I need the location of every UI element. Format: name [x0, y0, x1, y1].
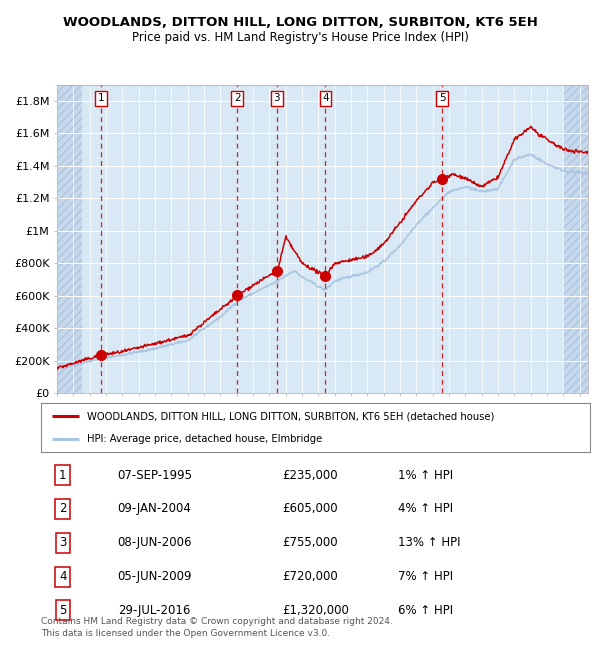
- Text: £235,000: £235,000: [283, 469, 338, 482]
- Text: Contains HM Land Registry data © Crown copyright and database right 2024.: Contains HM Land Registry data © Crown c…: [41, 617, 392, 626]
- Text: 7% ↑ HPI: 7% ↑ HPI: [398, 570, 453, 583]
- Bar: [563, 84, 588, 393]
- Text: This data is licensed under the Open Government Licence v3.0.: This data is licensed under the Open Gov…: [41, 629, 330, 638]
- Text: 1% ↑ HPI: 1% ↑ HPI: [398, 469, 453, 482]
- Text: 5: 5: [439, 94, 446, 103]
- Text: 6% ↑ HPI: 6% ↑ HPI: [398, 604, 453, 617]
- Text: HPI: Average price, detached house, Elmbridge: HPI: Average price, detached house, Elmb…: [88, 434, 323, 443]
- Text: £605,000: £605,000: [283, 502, 338, 515]
- Text: 08-JUN-2006: 08-JUN-2006: [118, 536, 192, 549]
- Text: 4: 4: [322, 94, 329, 103]
- Text: 07-SEP-1995: 07-SEP-1995: [118, 469, 193, 482]
- Text: £755,000: £755,000: [283, 536, 338, 549]
- Text: 5: 5: [59, 604, 67, 617]
- Text: 09-JAN-2004: 09-JAN-2004: [118, 502, 191, 515]
- Text: 4% ↑ HPI: 4% ↑ HPI: [398, 502, 453, 515]
- Text: 05-JUN-2009: 05-JUN-2009: [118, 570, 192, 583]
- Text: WOODLANDS, DITTON HILL, LONG DITTON, SURBITON, KT6 5EH: WOODLANDS, DITTON HILL, LONG DITTON, SUR…: [62, 16, 538, 29]
- Bar: [57, 84, 82, 393]
- Text: 1: 1: [98, 94, 104, 103]
- Text: £1,320,000: £1,320,000: [283, 604, 349, 617]
- Text: 2: 2: [234, 94, 241, 103]
- Text: 1: 1: [59, 469, 67, 482]
- Text: 29-JUL-2016: 29-JUL-2016: [118, 604, 190, 617]
- Text: 13% ↑ HPI: 13% ↑ HPI: [398, 536, 460, 549]
- Text: 4: 4: [59, 570, 67, 583]
- Text: 2: 2: [59, 502, 67, 515]
- Text: WOODLANDS, DITTON HILL, LONG DITTON, SURBITON, KT6 5EH (detached house): WOODLANDS, DITTON HILL, LONG DITTON, SUR…: [88, 411, 495, 421]
- Text: £720,000: £720,000: [283, 570, 338, 583]
- Text: 3: 3: [273, 94, 280, 103]
- Text: 3: 3: [59, 536, 67, 549]
- Text: Price paid vs. HM Land Registry's House Price Index (HPI): Price paid vs. HM Land Registry's House …: [131, 31, 469, 44]
